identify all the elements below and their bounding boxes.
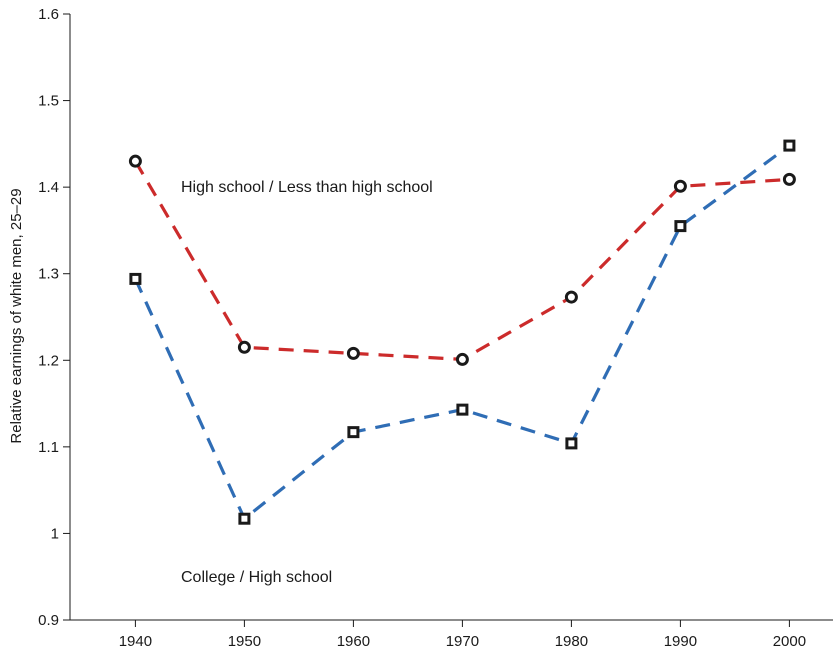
data-point-college-vs-high-school [674, 220, 687, 233]
y-tick-label: 1.1 [38, 439, 59, 456]
y-axis-title: Relative earnings of white men, 25–29 [8, 188, 25, 443]
x-tick-label: 2000 [773, 633, 806, 650]
y-tick-label: 1.4 [38, 179, 59, 196]
series-annotation-high-school: High school / Less than high school [181, 179, 433, 196]
y-tick-label: 1.2 [38, 352, 59, 369]
data-point-high-school-vs-less [455, 352, 469, 366]
data-point-college-vs-high-school [347, 426, 360, 439]
x-tick-label: 1960 [337, 633, 370, 650]
data-point-high-school-vs-less [346, 346, 360, 360]
y-tick-label: 1 [51, 525, 59, 542]
data-point-college-vs-high-school [238, 512, 251, 525]
x-tick-label: 1990 [664, 633, 697, 650]
data-point-high-school-vs-less [564, 290, 578, 304]
x-tick-label: 1940 [119, 633, 152, 650]
data-point-high-school-vs-less [237, 340, 251, 354]
data-point-college-vs-high-school [456, 403, 469, 416]
data-point-college-vs-high-school [565, 437, 578, 450]
y-tick-label: 1.3 [38, 266, 59, 283]
y-axis-ticks: 0.9 1 1.1 1.2 1.3 1.4 1.5 1.6 [38, 6, 70, 629]
y-tick-label: 0.9 [38, 612, 59, 629]
y-tick-label: 1.6 [38, 6, 59, 23]
y-tick-label: 1.5 [38, 93, 59, 110]
x-tick-label: 1970 [446, 633, 479, 650]
data-point-college-vs-high-school [783, 139, 796, 152]
series-layer [128, 139, 796, 525]
data-point-high-school-vs-less [782, 172, 796, 186]
series-annotation-college: College / High school [181, 569, 332, 586]
series-line-college-vs-high-school [133, 144, 791, 521]
data-point-high-school-vs-less [673, 179, 687, 193]
data-point-high-school-vs-less [128, 154, 142, 168]
x-axis-ticks: 1940 1950 1960 1970 1980 1990 2000 [119, 620, 806, 650]
data-point-college-vs-high-school [129, 272, 142, 285]
axes [69, 14, 833, 621]
x-tick-label: 1950 [228, 633, 261, 650]
x-tick-label: 1980 [555, 633, 588, 650]
